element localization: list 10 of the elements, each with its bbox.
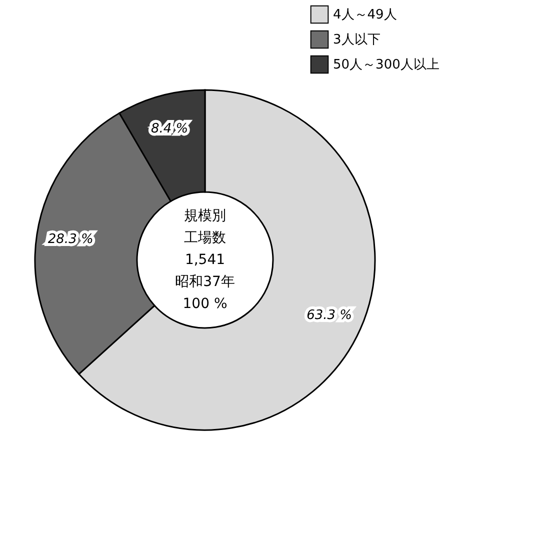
text: 1,541 [184, 252, 226, 268]
legend-label: 4人～49人 [333, 8, 397, 22]
legend-label: 3人以下 [333, 32, 380, 48]
text: 工場数 [184, 230, 226, 246]
data-label: 63.3 % [306, 308, 352, 324]
text: 100 % [182, 296, 228, 312]
text: 規模別 [184, 208, 226, 224]
data-label: 8.4 % [150, 122, 188, 137]
legend-label: 50人～300人以上 [333, 58, 440, 72]
text: 昭和37年 [175, 274, 235, 290]
